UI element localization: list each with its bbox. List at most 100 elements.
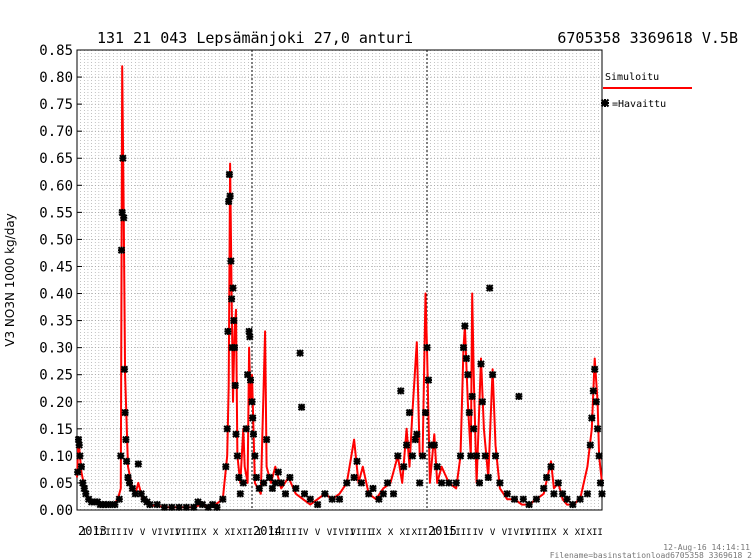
- month-label: V: [490, 528, 496, 538]
- month-label: XI: [575, 528, 586, 538]
- data-point-havaittu: [475, 479, 484, 487]
- month-label: V: [140, 528, 146, 538]
- data-point-havaittu: [225, 170, 234, 179]
- footer-filename: Filename=basinstationload6705358 3369618…: [550, 551, 752, 560]
- data-point-havaittu: [73, 468, 82, 476]
- data-point-havaittu: [224, 327, 232, 336]
- data-point-havaittu: [232, 430, 240, 438]
- series-markers-havaittu: [73, 154, 606, 512]
- month-label: II: [268, 528, 279, 538]
- data-point-havaittu: [300, 490, 309, 498]
- data-point-havaittu: [118, 208, 126, 217]
- data-point-havaittu: [586, 441, 595, 449]
- data-point-havaittu: [394, 452, 402, 460]
- data-point-havaittu: [445, 479, 453, 487]
- month-label: III: [455, 528, 471, 538]
- data-point-havaittu: [424, 376, 433, 384]
- data-point-havaittu: [120, 365, 129, 374]
- data-point-havaittu: [452, 479, 460, 487]
- data-point-havaittu: [182, 503, 191, 512]
- data-point-havaittu: [437, 479, 446, 487]
- data-point-havaittu: [399, 462, 408, 471]
- y-tick-label: 0.45: [39, 259, 73, 275]
- data-point-havaittu: [249, 430, 258, 438]
- data-point-havaittu: [583, 490, 592, 498]
- data-point-havaittu: [350, 473, 358, 482]
- data-point-havaittu: [569, 500, 577, 509]
- data-point-havaittu: [213, 503, 221, 512]
- data-point-havaittu: [246, 333, 254, 341]
- data-point-havaittu: [292, 484, 300, 493]
- data-point-havaittu: [251, 452, 259, 460]
- data-point-havaittu: [589, 387, 598, 395]
- y-tick-label: 0.70: [39, 124, 73, 140]
- month-label: I: [257, 528, 262, 538]
- chart-title-left: 131 21 043 Lepsämänjoki 27,0 anturi: [97, 29, 413, 47]
- data-point-havaittu: [230, 316, 238, 325]
- year-label: 2013: [78, 524, 107, 538]
- data-point-havaittu: [465, 408, 474, 417]
- data-point-havaittu: [297, 403, 306, 411]
- data-point-havaittu: [153, 500, 161, 509]
- data-point-havaittu: [160, 503, 169, 512]
- data-point-havaittu: [588, 414, 596, 422]
- data-point-havaittu: [134, 460, 143, 468]
- data-point-havaittu: [248, 414, 257, 422]
- series-line-simuloitu: [76, 65, 603, 509]
- data-point-havaittu: [230, 343, 239, 352]
- y-tick-label: 0.35: [39, 314, 73, 330]
- data-point-havaittu: [481, 452, 490, 460]
- y-axis-ticks: 0.00 0.05 0.10 0.15 0.20 0.25 0.30 0.35 0.40 0.45…: [39, 43, 82, 519]
- data-point-havaittu: [265, 473, 274, 482]
- month-label: I: [82, 528, 87, 538]
- data-point-havaittu: [525, 500, 533, 509]
- data-point-havaittu: [255, 484, 264, 493]
- data-point-havaittu: [226, 192, 234, 200]
- data-point-havaittu: [227, 295, 236, 303]
- month-label: I: [432, 528, 437, 538]
- y-tick-label: 0.00: [39, 503, 73, 519]
- data-point-havaittu: [423, 343, 431, 352]
- data-point-havaittu: [277, 479, 285, 487]
- data-point-havaittu: [397, 387, 405, 395]
- data-point-havaittu: [231, 381, 239, 390]
- legend: Simuloitu =Havaittu: [600, 72, 692, 110]
- data-point-havaittu: [413, 430, 421, 438]
- legend-marker-havaittu: [600, 98, 610, 108]
- month-label: IV: [298, 528, 309, 538]
- data-point-havaittu: [281, 490, 290, 498]
- y-tick-label: 0.25: [39, 368, 73, 384]
- month-label: X: [563, 528, 569, 538]
- month-label: III: [105, 528, 121, 538]
- data-point-havaittu: [593, 425, 602, 433]
- data-point-havaittu: [554, 479, 563, 487]
- year-divider-lines: [251, 50, 428, 510]
- y-axis-label: V3 NO3N 1000 kg/day: [3, 213, 17, 347]
- y-tick-label: 0.50: [39, 232, 73, 248]
- data-point-havaittu: [379, 490, 388, 498]
- data-point-havaittu: [472, 452, 481, 460]
- data-point-havaittu: [82, 490, 90, 498]
- data-point-havaittu: [542, 473, 551, 482]
- data-point-havaittu: [233, 452, 242, 460]
- month-label: VI: [152, 528, 163, 538]
- data-point-havaittu: [563, 495, 571, 503]
- legend-label-simuloitu: Simuloitu: [605, 72, 659, 83]
- data-point-havaittu: [252, 473, 261, 482]
- data-point-havaittu: [375, 495, 383, 503]
- data-point-havaittu: [496, 479, 504, 487]
- data-point-havaittu: [77, 462, 86, 471]
- data-point-havaittu: [595, 452, 603, 460]
- data-point-havaittu: [75, 441, 83, 449]
- data-point-havaittu: [328, 495, 336, 503]
- month-label: III: [280, 528, 296, 538]
- month-label: IV: [473, 528, 484, 538]
- data-point-havaittu: [119, 154, 127, 162]
- data-point-havaittu: [462, 354, 471, 363]
- data-point-havaittu: [117, 246, 126, 254]
- y-tick-label: 0.30: [39, 341, 73, 357]
- data-point-havaittu: [121, 408, 129, 417]
- data-point-havaittu: [415, 479, 424, 487]
- data-point-havaittu: [459, 343, 468, 352]
- data-point-havaittu: [227, 257, 235, 265]
